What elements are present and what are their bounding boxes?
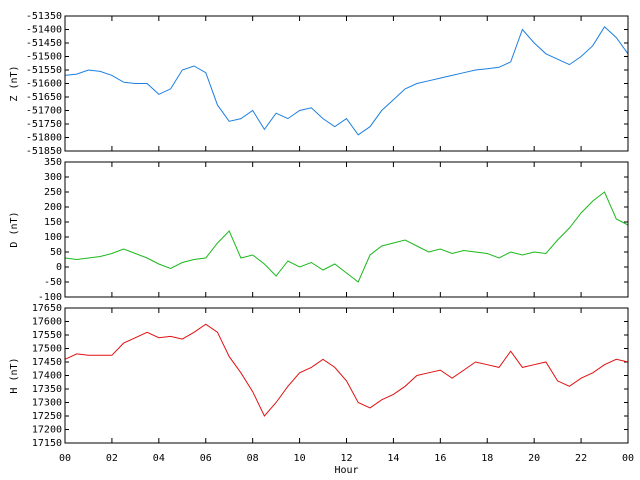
y-tick-label: 350 [44, 157, 62, 168]
y-tick-label: 150 [44, 217, 62, 228]
y-axis-label: Z (nT) [9, 65, 20, 101]
y-tick-label: -51850 [26, 146, 62, 157]
y-tick-label: 17150 [32, 438, 62, 449]
y-tick-label: 300 [44, 172, 62, 183]
y-tick-label: -51450 [26, 38, 62, 49]
y-tick-label: -51500 [26, 52, 62, 63]
y-tick-label: 0 [56, 262, 62, 273]
y-tick-label: 250 [44, 187, 62, 198]
plot-frame [64, 15, 629, 152]
x-tick-label: 22 [575, 453, 587, 464]
y-tick-label: -51800 [26, 133, 62, 144]
y-tick-label: 17650 [32, 303, 62, 314]
y-tick-label: -51750 [26, 119, 62, 130]
x-tick-label: 16 [434, 453, 446, 464]
y-tick-label: 17250 [32, 411, 62, 422]
y-tick-label: -50 [44, 277, 62, 288]
y-axis-label: H (nT) [9, 357, 20, 393]
y-tick-label: 200 [44, 202, 62, 213]
x-tick-label: 06 [200, 453, 212, 464]
x-tick-label: 18 [481, 453, 493, 464]
y-tick-label: 17600 [32, 317, 62, 328]
y-tick-label: -51650 [26, 92, 62, 103]
data-line [64, 191, 629, 283]
x-tick-label: 12 [340, 453, 352, 464]
x-tick-label: 08 [247, 453, 259, 464]
x-tick-label: 04 [153, 453, 165, 464]
x-tick-label: 14 [387, 453, 399, 464]
y-tick-label: 100 [44, 232, 62, 243]
y-tick-label: 17200 [32, 425, 62, 436]
y-tick-label: -100 [38, 292, 62, 303]
x-tick-label: 00 [59, 453, 71, 464]
x-tick-label: 00 [622, 453, 634, 464]
data-line [64, 323, 629, 417]
y-tick-label: 17500 [32, 344, 62, 355]
y-axis-label: D (nT) [9, 211, 20, 247]
x-axis-label: Hour [334, 465, 358, 476]
y-tick-label: -51600 [26, 79, 62, 90]
data-line [64, 26, 629, 136]
y-tick-label: 17450 [32, 357, 62, 368]
x-tick-label: 02 [106, 453, 118, 464]
x-tick-label: 10 [294, 453, 306, 464]
y-tick-label: 17400 [32, 371, 62, 382]
y-tick-label: 17350 [32, 384, 62, 395]
y-tick-label: -51350 [26, 11, 62, 22]
y-tick-label: 50 [50, 247, 62, 258]
y-tick-label: -51700 [26, 106, 62, 117]
plot-frame [64, 161, 629, 298]
x-tick-label: 20 [528, 453, 540, 464]
y-tick-label: -51550 [26, 65, 62, 76]
plot-frame [64, 307, 629, 444]
y-tick-label: 17300 [32, 398, 62, 409]
y-tick-label: 17550 [32, 330, 62, 341]
y-tick-label: -51400 [26, 25, 62, 36]
